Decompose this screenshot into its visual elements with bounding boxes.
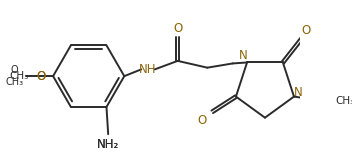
Text: O: O	[197, 114, 207, 127]
Text: CH₃: CH₃	[10, 71, 29, 81]
Text: O
CH₃: O CH₃	[5, 65, 23, 87]
Text: NH₂: NH₂	[97, 138, 119, 151]
Text: CH₃: CH₃	[335, 96, 352, 106]
Text: O: O	[173, 22, 182, 35]
Text: O: O	[37, 70, 46, 83]
Text: NH₂: NH₂	[97, 138, 119, 151]
Text: O: O	[301, 24, 310, 37]
Text: N: N	[238, 49, 247, 62]
Text: O: O	[37, 70, 46, 83]
Text: NH: NH	[139, 63, 157, 76]
Text: N: N	[294, 86, 303, 99]
